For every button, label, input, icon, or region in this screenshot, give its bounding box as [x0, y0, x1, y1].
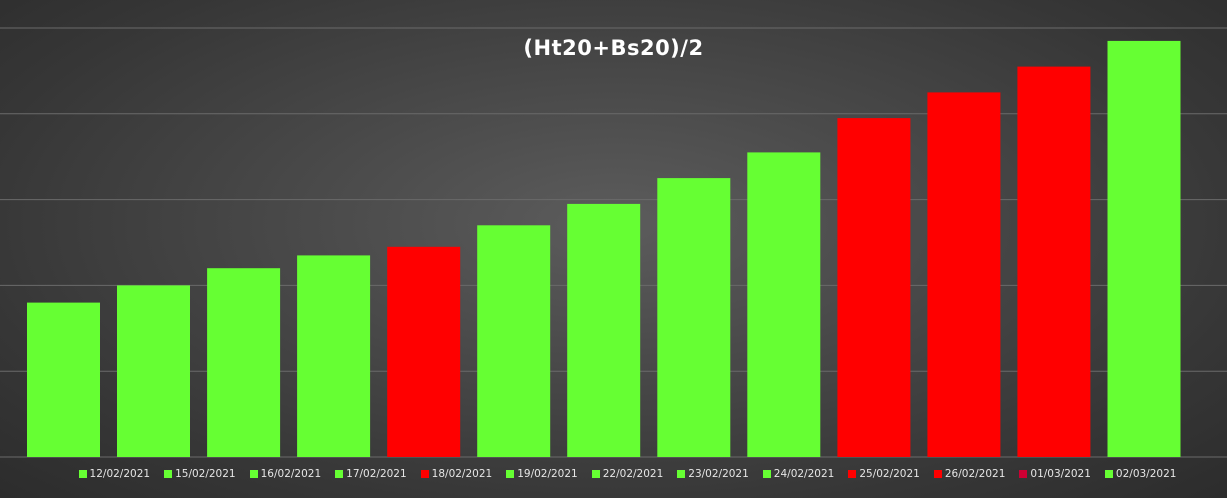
legend-item: 15/02/2021	[164, 468, 236, 480]
chart-legend: 12/02/2021 15/02/2021 16/02/2021 17/02/2021…	[0, 466, 1227, 482]
legend-label: 19/02/2021	[517, 468, 578, 480]
legend-label: 01/03/2021	[1030, 468, 1091, 480]
legend-swatch	[78, 470, 87, 478]
legend-label: 12/02/2021	[89, 468, 151, 480]
bar-22-02-2021	[567, 203, 641, 457]
legend-swatch	[677, 470, 686, 478]
bar-15-02-2021	[117, 285, 190, 457]
legend-swatch	[420, 470, 429, 478]
legend-item: 18/02/2021	[420, 468, 493, 480]
legend-swatch	[762, 470, 771, 478]
legend-label: 23/02/2021	[688, 468, 749, 480]
bar-01-03-2021	[1017, 66, 1091, 457]
chart-title: (Ht20+Bs20)/2	[523, 36, 704, 60]
legend-label: 22/02/2021	[602, 468, 664, 480]
bar-17-02-2021	[297, 255, 371, 457]
legend-label: 15/02/2021	[175, 468, 236, 480]
bar-12-02-2021	[27, 302, 100, 457]
bar-25-02-2021	[837, 118, 911, 457]
legend-swatch	[249, 470, 258, 478]
legend-swatch	[164, 470, 173, 478]
legend-label: 24/02/2021	[773, 468, 835, 480]
legend-label: 25/02/2021	[859, 468, 920, 480]
legend-item: 26/02/2021	[933, 468, 1006, 480]
bar-24-02-2021	[747, 152, 821, 457]
bar-18-02-2021	[387, 246, 461, 457]
legend-item: 19/02/2021	[506, 468, 578, 480]
legend-item: 24/02/2021	[762, 468, 835, 480]
legend-item: 02/03/2021	[1104, 468, 1177, 480]
legend-label: 02/03/2021	[1115, 468, 1177, 480]
legend-swatch	[1104, 470, 1113, 478]
legend-item: 16/02/2021	[249, 468, 322, 480]
legend-swatch	[335, 470, 344, 478]
legend-label: 16/02/2021	[260, 468, 322, 480]
legend-swatch	[591, 470, 600, 478]
legend-item: 12/02/2021	[78, 468, 151, 480]
bar-23-02-2021	[657, 178, 731, 457]
legend-swatch	[506, 470, 515, 478]
legend-item: 25/02/2021	[848, 468, 920, 480]
legend-swatch	[848, 470, 857, 478]
bar-16-02-2021	[207, 268, 281, 457]
legend-label: 26/02/2021	[944, 468, 1006, 480]
legend-swatch	[933, 470, 942, 478]
legend-item: 01/03/2021	[1019, 468, 1091, 480]
legend-label: 18/02/2021	[431, 468, 493, 480]
legend-swatch	[1019, 470, 1028, 478]
legend-label: 17/02/2021	[346, 468, 407, 480]
legend-item: 23/02/2021	[677, 468, 749, 480]
legend-item: 17/02/2021	[335, 468, 407, 480]
legend-item: 22/02/2021	[591, 468, 664, 480]
bar-19-02-2021	[477, 225, 551, 457]
bar-02-03-2021	[1107, 40, 1181, 458]
bar-26-02-2021	[927, 92, 1001, 458]
